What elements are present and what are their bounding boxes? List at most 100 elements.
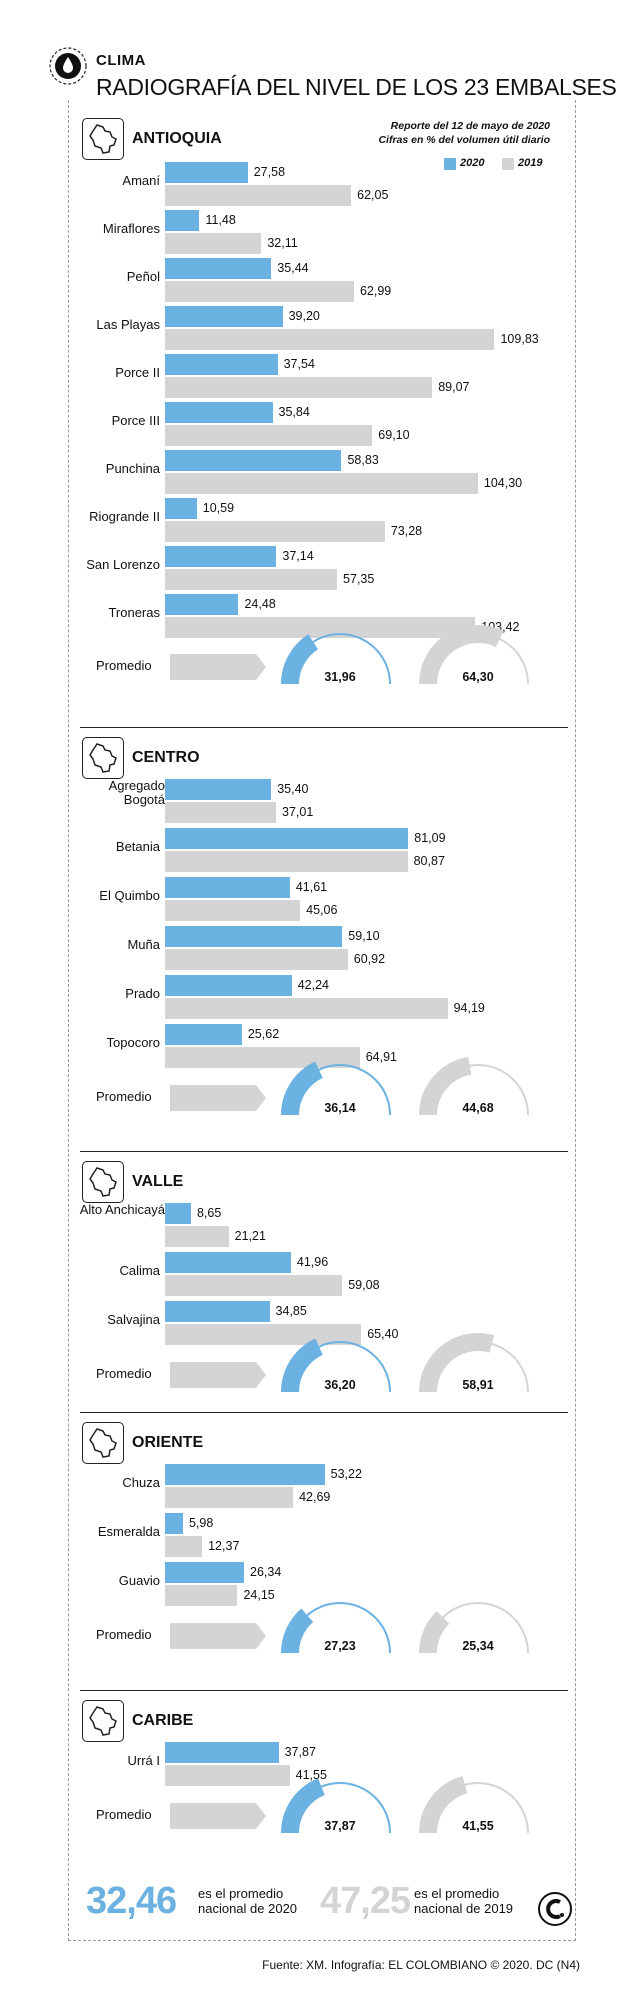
gauge-2019-value: 64,30 — [462, 670, 494, 684]
value-2020: 10,59 — [202, 501, 235, 515]
gauge-2019-fill — [419, 1333, 495, 1393]
gauge-2019 — [419, 1056, 529, 1116]
content-frame — [68, 100, 576, 1941]
national-average-2019: 47,25 — [320, 1880, 411, 1922]
bar-2020 — [165, 1513, 183, 1534]
value-2019: 62,05 — [357, 188, 389, 202]
bar-2019 — [165, 1536, 203, 1557]
bar-2019 — [165, 521, 385, 542]
reservoir-label: Muña — [127, 937, 160, 952]
bar-2020 — [165, 162, 248, 183]
bar-2019 — [165, 185, 352, 206]
reservoir-label: Alto Anchicayá — [79, 1202, 165, 1217]
gauge-2019 — [419, 1776, 529, 1834]
gauge-2020-fill — [281, 1778, 326, 1834]
reservoir-label: San Lorenzo — [86, 557, 160, 572]
reservoir-label: Topocoro — [106, 1035, 160, 1050]
value-2020: 37,54 — [283, 357, 315, 371]
reservoir-label: Prado — [125, 986, 160, 1001]
average-arrow-icon — [170, 1085, 266, 1111]
gauge-2020 — [281, 1778, 391, 1834]
average-label: Promedio — [96, 658, 152, 673]
value-2019: 62,99 — [359, 284, 392, 298]
value-2020: 58,83 — [347, 453, 379, 467]
value-2019: 65,40 — [367, 1327, 399, 1341]
value-2019: 94,19 — [453, 1001, 485, 1015]
reservoir-label: Punchina — [105, 461, 160, 476]
bar-2019 — [165, 425, 373, 446]
region-title: ORIENTE — [132, 1434, 204, 1451]
bar-2020 — [165, 354, 278, 375]
national-2020-text-line2: nacional de 2020 — [198, 1901, 298, 1916]
reservoir-label: Chuza — [122, 1475, 160, 1490]
reservoir-label: Miraflores — [102, 221, 160, 236]
reservoir-label: Porce II — [115, 365, 160, 380]
value-2019: 41,55 — [295, 1768, 327, 1782]
bar-2020 — [165, 926, 343, 947]
value-2019: 69,10 — [378, 428, 410, 442]
value-2020: 27,58 — [253, 165, 286, 179]
bar-2019 — [165, 569, 338, 590]
bar-2019 — [165, 1487, 294, 1508]
gauge-2019-value: 44,68 — [462, 1101, 494, 1115]
value-2019: 24,15 — [243, 1588, 275, 1602]
gauge-2020-value: 36,14 — [324, 1101, 356, 1115]
region-title: VALLE — [132, 1173, 184, 1190]
value-2020: 41,96 — [296, 1255, 329, 1269]
reservoir-label: Urrá I — [127, 1753, 161, 1768]
national-average-2019-text: es el promedio nacional de 2019 — [414, 1886, 513, 1916]
bar-2020 — [165, 306, 283, 327]
source-note: Fuente: XM. Infografía: EL COLOMBIANO © … — [262, 1958, 580, 1972]
value-2019: 104,30 — [483, 476, 523, 490]
gauge-2019 — [419, 1333, 529, 1393]
legend-swatch-2019 — [502, 158, 514, 170]
legend-label-2019: 2019 — [518, 157, 543, 169]
value-2020: 35,84 — [278, 405, 310, 419]
value-2019: 37,01 — [282, 805, 314, 819]
value-2019: 73,28 — [390, 524, 423, 538]
bar-2019 — [165, 329, 495, 350]
bar-2019 — [165, 1324, 362, 1345]
gauge-2019-fill — [419, 625, 504, 685]
legend-label-2020: 2020 — [460, 157, 485, 169]
reservoir-label: Peñol — [126, 269, 160, 284]
drop-icon — [49, 47, 87, 85]
national-2019-text-line1: es el promedio — [414, 1886, 500, 1901]
gauge-2020-fill — [281, 1061, 324, 1116]
bar-2020 — [165, 594, 239, 615]
national-average-2020: 32,46 — [86, 1880, 177, 1922]
reservoir-label: Salvajina — [107, 1312, 160, 1327]
bar-2020 — [165, 450, 342, 471]
bar-2019 — [165, 1275, 343, 1296]
region-map-icon — [82, 1422, 124, 1464]
gauge-2020-fill — [281, 1608, 314, 1654]
average-arrow-icon — [170, 654, 266, 680]
national-average-2020-text: es el promedio nacional de 2020 — [198, 1886, 297, 1916]
region-title: CENTRO — [132, 749, 200, 766]
region-separator — [80, 1412, 568, 1413]
national-2019-text-line2: nacional de 2019 — [414, 1901, 514, 1916]
value-2019: 42,69 — [299, 1490, 331, 1504]
bar-2019 — [165, 1047, 360, 1068]
gauge-2019-value: 41,55 — [462, 1819, 494, 1833]
gauge-2019 — [419, 1602, 529, 1654]
region-map-icon — [82, 737, 124, 779]
value-2020: 81,09 — [414, 831, 446, 845]
gauge-2019-fill — [419, 1776, 468, 1834]
value-2020: 8,65 — [196, 1206, 222, 1220]
value-2020: 35,40 — [277, 782, 309, 796]
value-2020: 25,62 — [247, 1027, 280, 1041]
bar-2019 — [165, 617, 476, 638]
gauge-2020 — [281, 1061, 391, 1116]
reservoir-label: El Quimbo — [99, 888, 160, 903]
bar-2020 — [165, 828, 409, 849]
average-label: Promedio — [96, 1807, 152, 1822]
bar-2019 — [165, 473, 478, 494]
bar-2020 — [165, 402, 273, 423]
gauge-2020-value: 31,96 — [324, 670, 356, 684]
value-2020: 41,61 — [295, 880, 328, 894]
gauge-2020-fill — [281, 1338, 324, 1393]
gauge-2019-value: 25,34 — [462, 1639, 494, 1653]
reservoir-label: Troneras — [108, 605, 160, 620]
average-label: Promedio — [96, 1627, 152, 1642]
